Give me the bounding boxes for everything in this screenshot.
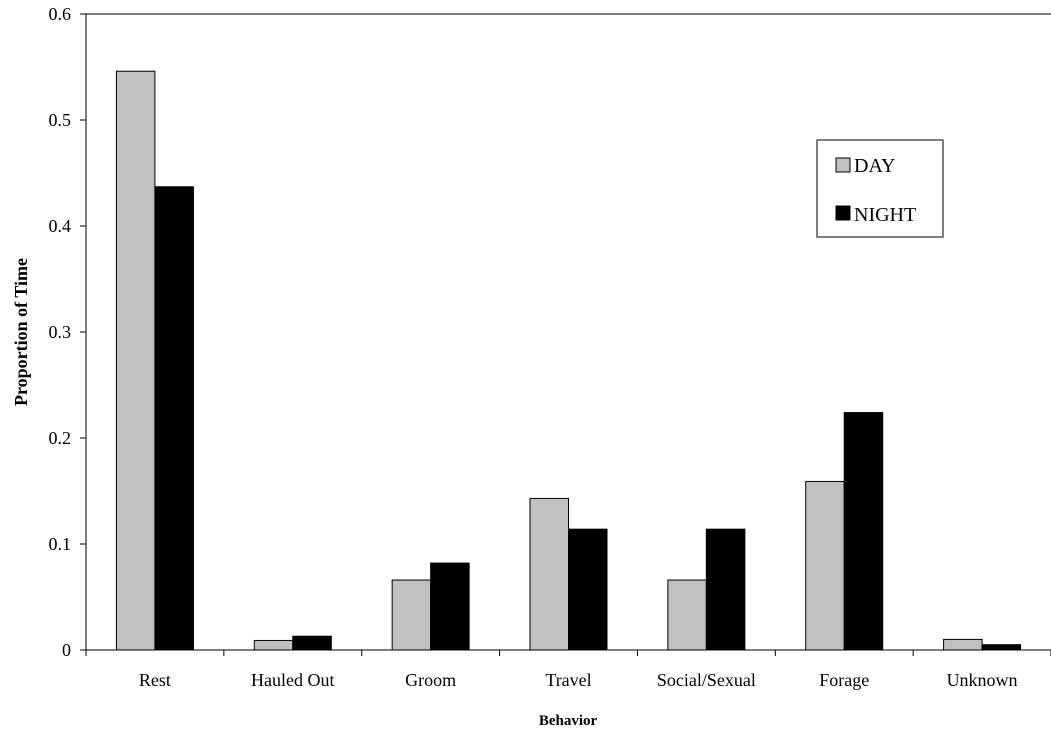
x-tick-label: Social/Sexual bbox=[657, 670, 756, 690]
y-tick-label: 0.6 bbox=[49, 4, 72, 24]
x-axis-title: Behavior bbox=[539, 713, 598, 729]
bar-day-forage bbox=[806, 481, 845, 650]
bar-night-social-sexual bbox=[706, 529, 745, 650]
bar-day-hauled-out bbox=[254, 640, 292, 650]
bar-night-groom bbox=[431, 563, 470, 650]
bar-night-hauled-out bbox=[293, 636, 332, 650]
x-axis-ticks: Rest Hauled Out Groom Travel Social/Sexual Fo… bbox=[86, 650, 1051, 690]
legend-swatch-night bbox=[836, 206, 850, 220]
y-tick-label: 0.5 bbox=[49, 110, 72, 130]
legend-label-night: NIGHT bbox=[854, 204, 916, 226]
y-tick-label: 0.3 bbox=[49, 322, 72, 342]
x-tick-label: Hauled Out bbox=[251, 670, 334, 690]
bar-night-rest bbox=[155, 187, 194, 650]
x-tick-label: Rest bbox=[139, 670, 171, 690]
x-tick-label: Groom bbox=[405, 670, 456, 690]
bar-night-travel bbox=[569, 529, 608, 650]
bar-day-unknown bbox=[944, 639, 983, 650]
y-tick-label: 0.2 bbox=[49, 428, 72, 448]
y-axis-title: Proportion of Time bbox=[11, 258, 31, 406]
bar-night-forage bbox=[844, 413, 883, 650]
bar-day-rest bbox=[116, 71, 155, 650]
y-tick-label: 0.4 bbox=[49, 216, 72, 236]
x-tick-label: Forage bbox=[819, 670, 869, 690]
y-axis-ticks: 0 0.1 0.2 0.3 0.4 0.5 0.6 bbox=[49, 4, 87, 660]
y-tick-label: 0.1 bbox=[49, 534, 72, 554]
legend-label-day: DAY bbox=[854, 155, 896, 177]
bar-day-social-sexual bbox=[668, 580, 707, 650]
bar-day-travel bbox=[530, 498, 569, 650]
x-tick-label: Travel bbox=[545, 670, 591, 690]
bar-night-unknown bbox=[982, 645, 1021, 650]
legend-swatch-day bbox=[836, 158, 850, 172]
x-tick-label: Unknown bbox=[947, 670, 1018, 690]
bar-day-groom bbox=[392, 580, 431, 650]
legend: DAY NIGHT bbox=[817, 140, 943, 237]
y-tick-label: 0 bbox=[62, 640, 71, 660]
